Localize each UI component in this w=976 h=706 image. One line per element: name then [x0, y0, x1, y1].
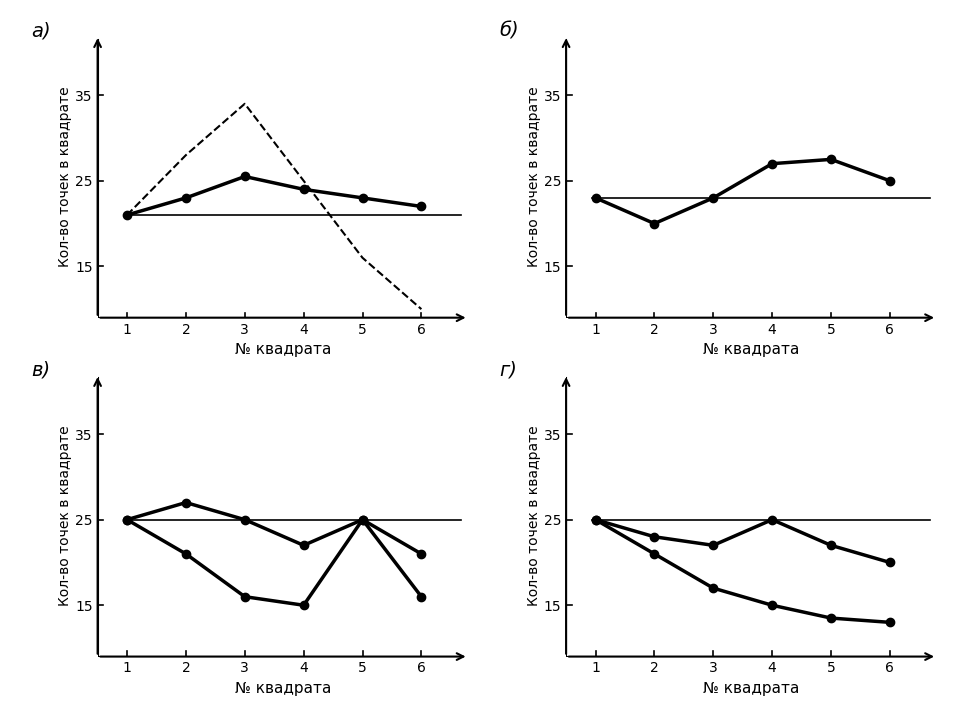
- X-axis label: № квадрата: № квадрата: [704, 681, 799, 696]
- X-axis label: № квадрата: № квадрата: [235, 342, 331, 357]
- Y-axis label: Кол-во точек в квадрате: Кол-во точек в квадрате: [59, 86, 72, 267]
- X-axis label: № квадрата: № квадрата: [704, 342, 799, 357]
- Y-axis label: Кол-во точек в квадрате: Кол-во точек в квадрате: [59, 425, 72, 606]
- Text: б): б): [500, 21, 519, 40]
- X-axis label: № квадрата: № квадрата: [235, 681, 331, 696]
- Y-axis label: Кол-во точек в квадрате: Кол-во точек в квадрате: [527, 425, 541, 606]
- Text: в): в): [31, 360, 50, 379]
- Text: г): г): [500, 360, 517, 379]
- Text: а): а): [31, 21, 51, 40]
- Y-axis label: Кол-во точек в квадрате: Кол-во точек в квадрате: [527, 86, 541, 267]
